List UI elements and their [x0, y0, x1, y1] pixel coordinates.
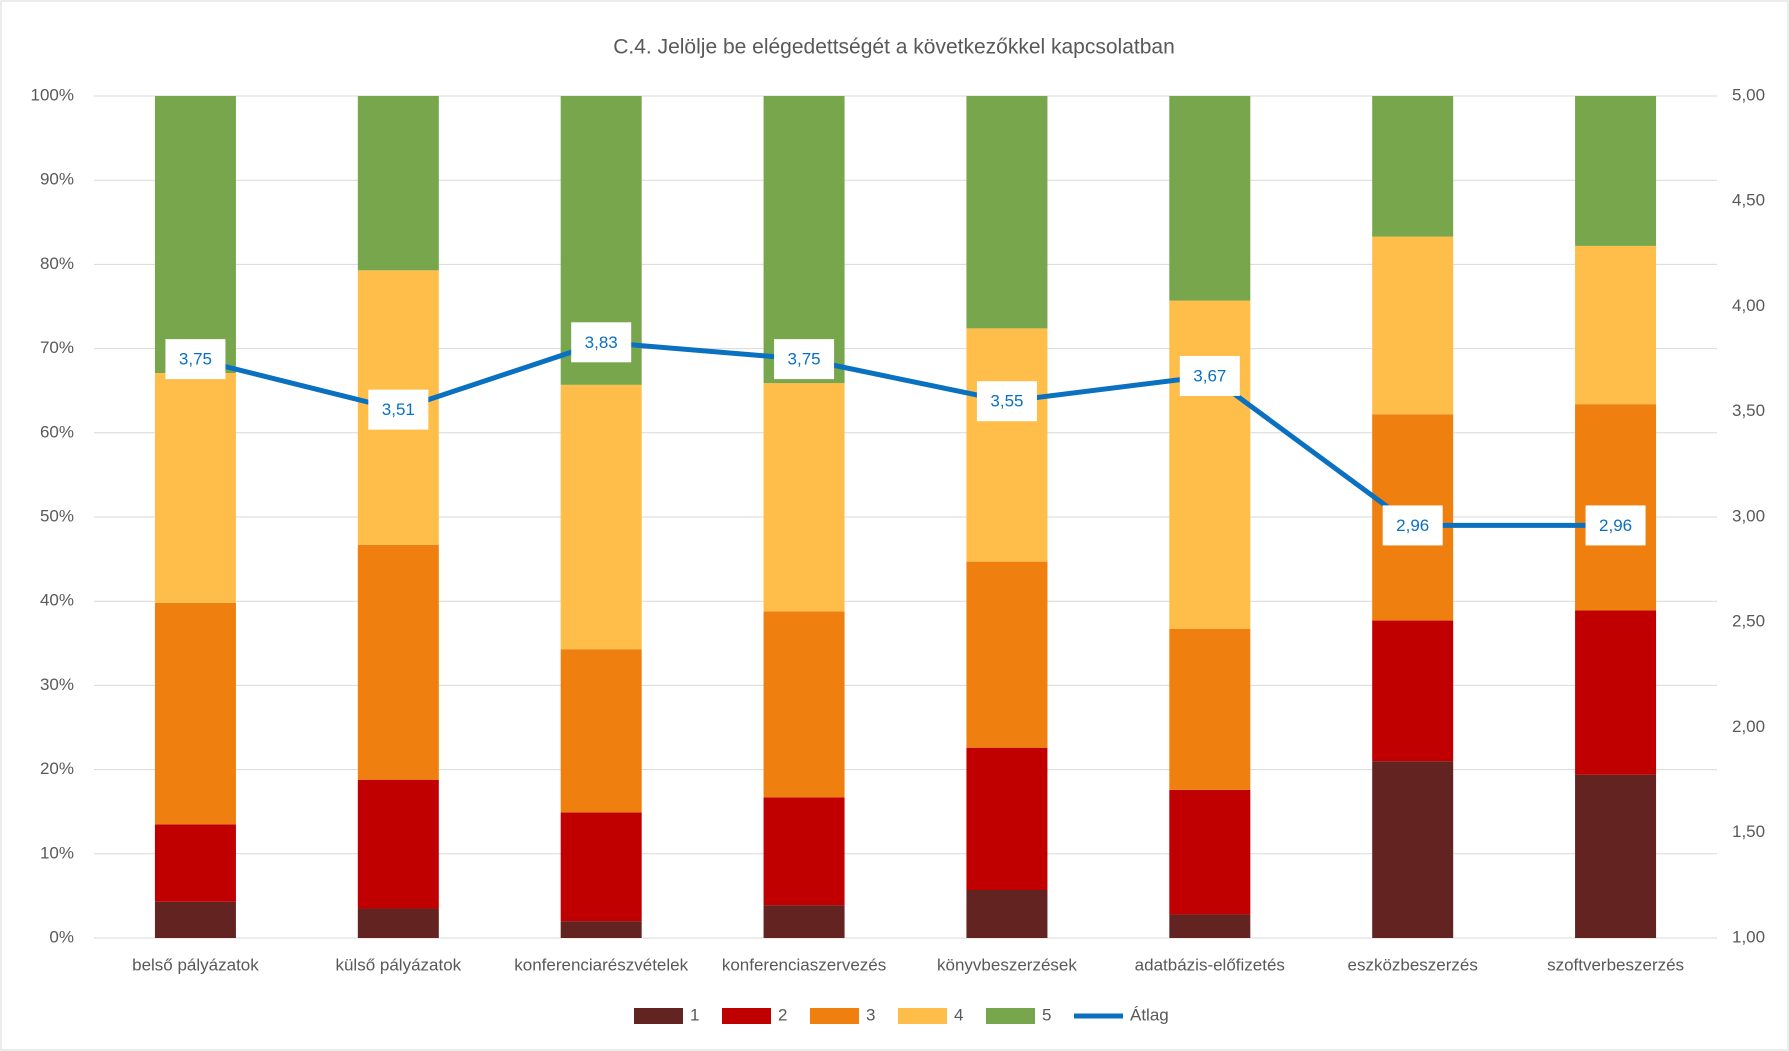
- data-label-box: [774, 339, 835, 380]
- y-tick-label: 60%: [40, 422, 74, 441]
- legend-swatch: [810, 1008, 859, 1024]
- data-label: 3,55: [990, 392, 1023, 411]
- bar-segment: [357, 96, 439, 271]
- x-tick-label: eszközbeszerzés: [1347, 955, 1477, 974]
- bar-segment: [763, 797, 845, 906]
- data-label-box: [976, 381, 1037, 422]
- bar-segment: [1372, 620, 1454, 762]
- data-label: 2,96: [1599, 516, 1632, 535]
- bar-segment: [966, 890, 1048, 938]
- x-tick-label: könyvbeszerzések: [937, 955, 1077, 974]
- bar-segment: [560, 921, 642, 938]
- y-tick-label: 80%: [40, 254, 74, 273]
- y2-tick-label: 1,50: [1732, 822, 1765, 841]
- bar-segment: [560, 812, 642, 922]
- y-tick-label: 20%: [40, 759, 74, 778]
- bar-segment: [1575, 96, 1657, 246]
- x-tick-label: konferenciaszervezés: [722, 955, 886, 974]
- bar-segment: [966, 747, 1048, 891]
- legend-label: 1: [690, 1005, 699, 1024]
- y-tick-label: 100%: [31, 85, 74, 104]
- bar-segment: [1169, 789, 1251, 915]
- legend-swatch: [634, 1008, 683, 1024]
- x-tick-label: adatbázis-előfizetés: [1135, 955, 1285, 974]
- x-tick-label: szoftverbeszerzés: [1547, 955, 1684, 974]
- y-tick-label: 40%: [40, 591, 74, 610]
- bar-segment: [1372, 761, 1454, 938]
- bar-segment: [357, 908, 439, 938]
- bar-segment: [560, 384, 642, 650]
- bar-segment: [154, 602, 236, 825]
- bar-segment: [763, 383, 845, 612]
- legend-swatch: [986, 1008, 1035, 1024]
- data-label-box: [571, 322, 632, 363]
- legend-label: 4: [954, 1005, 963, 1024]
- bar-segment: [560, 649, 642, 813]
- y-tick-label: 70%: [40, 338, 74, 357]
- bar-segment: [1372, 236, 1454, 415]
- data-label: 3,83: [585, 333, 618, 352]
- chart-title: C.4. Jelölje be elégedettségét a követke…: [613, 36, 1175, 59]
- data-label: 3,51: [382, 400, 415, 419]
- bar-segment: [763, 611, 845, 798]
- bar-segment: [154, 373, 236, 603]
- data-label: 3,75: [179, 350, 212, 369]
- data-label-box: [1179, 355, 1240, 396]
- y2-tick-label: 4,50: [1732, 191, 1765, 210]
- bar-segment: [1169, 628, 1251, 790]
- x-tick-label: konferenciarészvételek: [514, 955, 688, 974]
- bar-segment: [1575, 610, 1657, 775]
- bar-segment: [966, 328, 1048, 562]
- bar-segment: [1169, 300, 1251, 629]
- bar-segment: [1575, 245, 1657, 405]
- bar-segment: [357, 544, 439, 780]
- legend-label: Átlag: [1130, 1005, 1169, 1024]
- bar-segment: [1169, 96, 1251, 301]
- bar-segment: [357, 779, 439, 909]
- bar-segment: [1372, 96, 1454, 237]
- bar-segment: [154, 901, 236, 938]
- bar-segment: [154, 824, 236, 902]
- bar-segment: [1169, 914, 1251, 938]
- legend-label: 5: [1042, 1005, 1051, 1024]
- y-tick-label: 10%: [40, 843, 74, 862]
- y2-tick-label: 3,00: [1732, 506, 1765, 525]
- legend-swatch: [722, 1008, 771, 1024]
- bar-segment: [154, 96, 236, 374]
- y2-tick-label: 4,00: [1732, 296, 1765, 315]
- y2-tick-label: 1,00: [1732, 927, 1765, 946]
- bar-segment: [763, 905, 845, 938]
- data-label: 2,96: [1396, 516, 1429, 535]
- y-tick-label: 90%: [40, 170, 74, 189]
- y-tick-label: 50%: [40, 506, 74, 525]
- x-tick-label: külső pályázatok: [335, 955, 461, 974]
- data-label-box: [1585, 505, 1646, 546]
- y2-tick-label: 2,00: [1732, 717, 1765, 736]
- y-tick-label: 0%: [49, 927, 74, 946]
- bar-segment: [966, 561, 1048, 748]
- y2-tick-label: 2,50: [1732, 612, 1765, 631]
- line: [194, 339, 1616, 528]
- data-label-box: [1382, 505, 1443, 546]
- bar-segment: [1575, 774, 1657, 938]
- y-tick-label: 30%: [40, 675, 74, 694]
- bar-segment: [966, 96, 1048, 329]
- y2-tick-label: 3,50: [1732, 401, 1765, 420]
- data-label: 3,67: [1193, 366, 1226, 385]
- bar-segment: [763, 96, 845, 384]
- y2-tick-label: 5,00: [1732, 85, 1765, 104]
- x-tick-label: belső pályázatok: [132, 955, 259, 974]
- data-label: 3,75: [788, 350, 821, 369]
- legend-label: 3: [866, 1005, 875, 1024]
- legend-swatch: [898, 1008, 947, 1024]
- data-label-box: [165, 339, 226, 380]
- legend-label: 2: [778, 1005, 787, 1024]
- data-label-box: [368, 389, 429, 430]
